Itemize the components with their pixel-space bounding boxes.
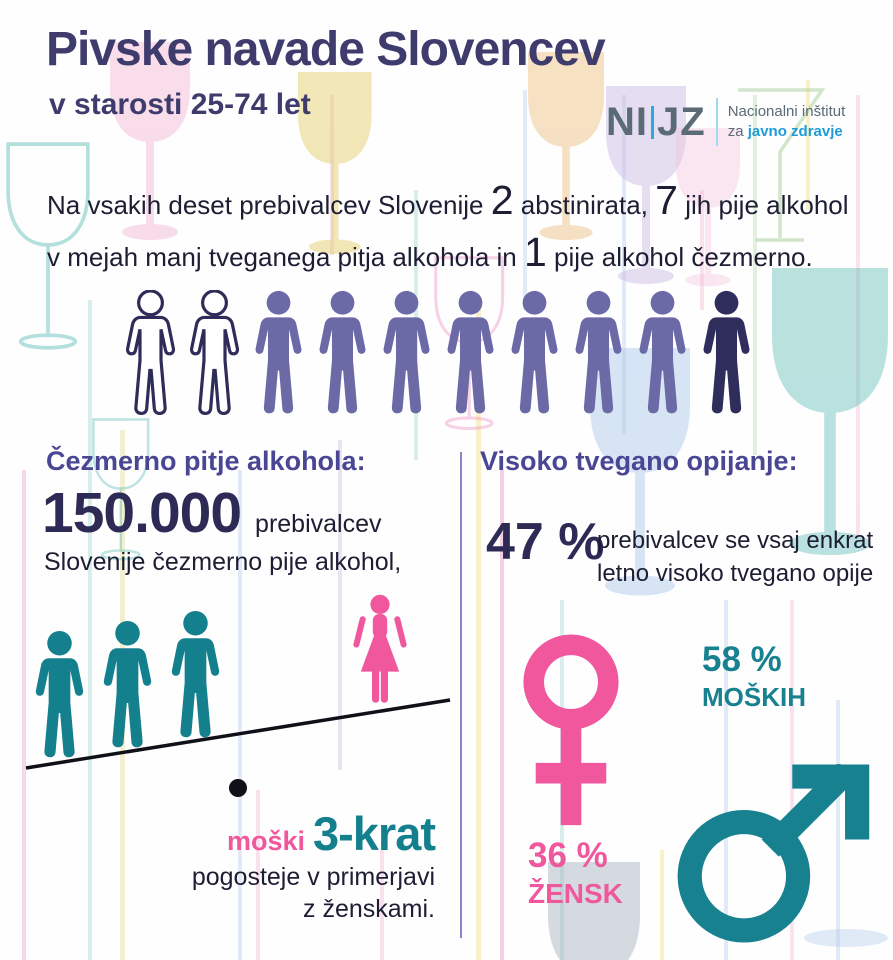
intro-number-moderate: 7	[655, 177, 678, 223]
binge-caption-line1: prebivalcev se vsaj enkrat	[597, 527, 874, 554]
person-icon-moderate	[447, 290, 494, 414]
women-label: ŽENSK	[528, 878, 623, 909]
male-figure-icon	[35, 630, 84, 758]
ratio-value: 3-krat	[312, 807, 436, 860]
nijz-logo: NI JZ Nacionalni inštitut za javno zdrav…	[606, 98, 845, 146]
female-gender-icon	[523, 634, 619, 826]
logo-text: Nacionalni inštitut za javno zdravje	[728, 102, 846, 142]
ratio-text: moški 3-krat pogosteje v primerjavi z žen…	[145, 806, 436, 925]
seesaw-pivot-dot	[229, 779, 247, 797]
person-icon-moderate	[255, 290, 302, 414]
nijz-logo-acronym: NI JZ	[606, 98, 706, 146]
stat-number: 150.000	[42, 481, 242, 545]
binge-caption-line2: letno visoko tvegano opije	[597, 560, 874, 587]
right-section-heading: Visoko tvegano opijanje:	[480, 446, 798, 476]
stat-suffix: prebivalcev	[255, 510, 382, 538]
page-subtitle: v starosti 25-74 let	[49, 88, 311, 121]
person-icon-moderate	[383, 290, 430, 414]
male-gender-icon	[677, 764, 870, 943]
section-divider	[460, 452, 462, 938]
ratio-line2: pogosteje v primerjavi	[191, 863, 435, 891]
logo-ni: NI	[606, 100, 648, 144]
intro-seg5: pije alkohol čezmerno.	[554, 242, 813, 272]
person-icon-excessive	[703, 290, 750, 414]
page-title: Pivske navade Slovencev	[46, 23, 606, 76]
male-figure-icon	[171, 610, 220, 738]
person-icon-abstainer	[125, 290, 176, 416]
ratio-headline: moški 3-krat	[145, 806, 436, 861]
intro-line-1: Na vsakih deset prebivalcev Slovenije 2 …	[47, 177, 849, 224]
intro-seg1: Na vsakih deset prebivalcev Slovenije	[47, 190, 484, 220]
logo-jz: JZ	[657, 100, 706, 144]
person-icon-abstainer	[189, 290, 240, 416]
women-percent: 36 %	[528, 836, 608, 875]
binge-caption: prebivalcev se vsaj enkrat letno visoko …	[597, 524, 873, 590]
stat-description: Slovenije čezmerno pije alkohol,	[44, 548, 402, 576]
intro-number-abstainers: 2	[490, 177, 514, 223]
seesaw-plank	[25, 698, 451, 797]
logo-divider	[715, 98, 718, 146]
intro-seg2: abstinirata,	[520, 190, 648, 220]
logo-line2: za javno zdravje	[728, 122, 846, 142]
men-percent: 58 %	[702, 640, 782, 679]
ratio-line3: z ženskami.	[303, 895, 435, 923]
intro-number-excessive: 1	[523, 229, 547, 275]
person-icon-moderate	[639, 290, 686, 414]
binge-percent: 47 %	[486, 513, 605, 571]
men-label: MOŠKIH	[702, 682, 806, 712]
population-pictogram	[122, 290, 755, 418]
intro-seg4: v mejah manj tveganega pitja alkohola in	[47, 242, 517, 272]
logo-line2-bold: javno zdravje	[747, 123, 843, 140]
male-figure-icon	[103, 620, 152, 748]
person-icon-moderate	[319, 290, 366, 414]
logo-line2-regular: za	[727, 123, 744, 140]
intro-line-2: v mejah manj tveganega pitja alkohola in…	[47, 229, 813, 276]
ratio-label: moški	[226, 826, 305, 856]
intro-seg3: jih pije alkohol	[685, 190, 849, 220]
left-section-heading: Čezmerno pitje alkohola:	[46, 446, 366, 476]
excessive-drinkers-stat: 150.000 prebivalcev	[42, 480, 382, 546]
female-figure-icon	[352, 594, 408, 703]
person-icon-moderate	[511, 290, 558, 414]
person-icon-moderate	[575, 290, 622, 414]
logo-blue-bar-icon	[651, 105, 654, 139]
logo-line1: Nacionalni inštitut	[727, 103, 846, 120]
